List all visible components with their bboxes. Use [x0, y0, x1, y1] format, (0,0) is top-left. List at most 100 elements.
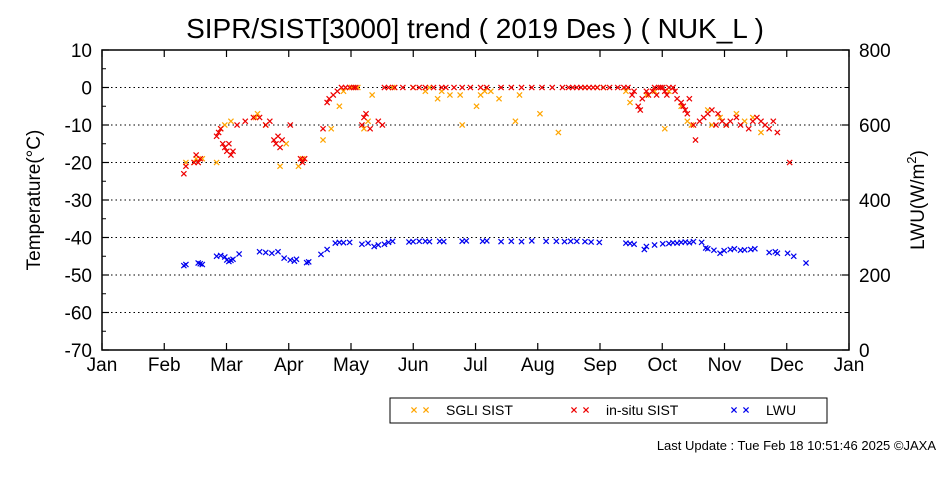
- lwu-point: [641, 246, 648, 253]
- legend-marker: [410, 406, 418, 414]
- in-situ-sist-point: [483, 84, 490, 91]
- x-tick-label: Aug: [521, 355, 555, 376]
- y-tick-label: -20: [65, 154, 92, 175]
- lwu-point: [659, 240, 666, 247]
- y-tick-label: -30: [65, 191, 92, 212]
- in-situ-sist-point: [727, 118, 734, 125]
- sgli-sist-point: [536, 110, 543, 117]
- legend-label: LWU: [766, 402, 796, 418]
- left-axis: 10 0 -10 -20 -30 -40 -50 -60 -70: [65, 41, 109, 362]
- x-tick-label: Jul: [463, 355, 487, 376]
- in-situ-sist-point: [219, 140, 226, 147]
- lwu-point: [774, 250, 781, 257]
- sgli-sist-point: [717, 114, 724, 121]
- lwu-point: [426, 238, 433, 245]
- sgli-sist-point: [457, 91, 464, 99]
- lwu-point: [317, 251, 325, 258]
- legend-marker: [570, 406, 578, 414]
- sgli-sist-point: [512, 118, 519, 125]
- legend-marker: [742, 406, 750, 414]
- in-situ-sist-point: [766, 125, 773, 132]
- lwu-point: [588, 238, 595, 246]
- lwu-point: [710, 247, 717, 254]
- in-situ-sist-point: [416, 84, 423, 91]
- lwu-point: [410, 238, 417, 245]
- lwu-point: [262, 249, 269, 256]
- legend-label: SGLI SIST: [446, 402, 513, 418]
- in-situ-sist-point: [538, 84, 546, 91]
- sgli-sist-point: [360, 125, 367, 132]
- in-situ-sist-point: [379, 121, 386, 129]
- lwu-point: [717, 250, 724, 257]
- lwu-point: [281, 255, 288, 262]
- in-situ-sist-point: [279, 136, 286, 144]
- in-situ-sist-point: [352, 84, 359, 91]
- y-tick-label: -50: [65, 266, 92, 287]
- in-situ-sist-point: [442, 84, 449, 91]
- lwu-point: [256, 248, 263, 255]
- lwu-point: [463, 237, 470, 244]
- lwu-point: [236, 250, 243, 258]
- in-situ-sist-point: [213, 133, 220, 140]
- lwu-point: [389, 238, 396, 245]
- in-situ-sist-point: [786, 159, 793, 166]
- lwu-point: [704, 245, 711, 252]
- in-situ-sist-point: [518, 84, 525, 91]
- lwu-point: [381, 241, 388, 248]
- in-situ-sist-point: [320, 125, 327, 132]
- sgli-sist-point: [320, 136, 327, 144]
- y2-tick-label: 400: [859, 191, 891, 212]
- x-tick-label: Apr: [274, 355, 304, 376]
- sgli-sist-point: [328, 125, 335, 132]
- in-situ-sist-point: [594, 84, 601, 91]
- lwu-point: [371, 243, 378, 250]
- in-situ-sist-point: [606, 84, 613, 91]
- lwu-point: [561, 238, 568, 245]
- in-situ-sist-point: [672, 88, 679, 95]
- x-axis: Jan Feb Mar Apr May Jun Jul Aug Sep Oct Nov Dec Jan: [87, 50, 864, 376]
- y2-axis-label-main: LWU(W/m: [908, 164, 929, 250]
- lwu-point: [365, 240, 372, 247]
- lwu-point: [416, 238, 423, 245]
- legend-item: SGLI SIST: [410, 402, 513, 418]
- in-situ-sist-point: [362, 110, 370, 117]
- in-situ-sist-point: [358, 121, 365, 129]
- sgli-sist-point: [459, 121, 466, 129]
- in-situ-sist-point: [350, 84, 357, 91]
- lwu-point: [581, 238, 589, 245]
- plot-frame: [101, 49, 850, 351]
- y-tick-label: 0: [81, 79, 92, 100]
- in-situ-sist-point: [197, 155, 204, 162]
- y2-tick-label: 200: [859, 266, 891, 287]
- lwu-point: [518, 238, 525, 245]
- in-situ-sist-point: [549, 84, 556, 91]
- in-situ-sist-point: [774, 129, 781, 136]
- y2-tick-label: 0: [859, 341, 870, 362]
- sgli-sist-point: [688, 121, 695, 129]
- in-situ-sist-point: [686, 95, 693, 102]
- lwu-point: [690, 238, 697, 245]
- data-points: [180, 84, 810, 269]
- y2-axis-label-superscript: 2: [904, 156, 919, 163]
- in-situ-sist-point: [508, 84, 515, 91]
- lwu-point: [483, 237, 490, 244]
- legend: SGLI SIST in-situ SIST LWU: [389, 397, 828, 424]
- y2-axis-label-end: ): [908, 150, 929, 156]
- in-situ-sist-point: [631, 88, 638, 95]
- x-tick-label: Jun: [398, 355, 429, 376]
- grid-lines: [102, 87, 849, 313]
- lwu-point: [698, 239, 705, 246]
- in-situ-sist-point: [459, 84, 466, 91]
- x-tick-label: Mar: [210, 355, 243, 376]
- sgli-sist-point: [336, 103, 343, 110]
- y-tick-label: -70: [65, 341, 92, 362]
- in-situ-sist-point: [635, 103, 642, 110]
- in-situ-sist-point: [422, 84, 429, 91]
- in-situ-sist-point: [653, 91, 660, 99]
- lwu-point: [268, 250, 275, 257]
- last-update-text: Last Update : Tue Feb 18 10:51:46 2025 ©…: [656, 438, 936, 453]
- x-tick-label: Oct: [647, 355, 677, 376]
- in-situ-sist-point: [266, 118, 273, 125]
- lwu-point: [440, 238, 447, 245]
